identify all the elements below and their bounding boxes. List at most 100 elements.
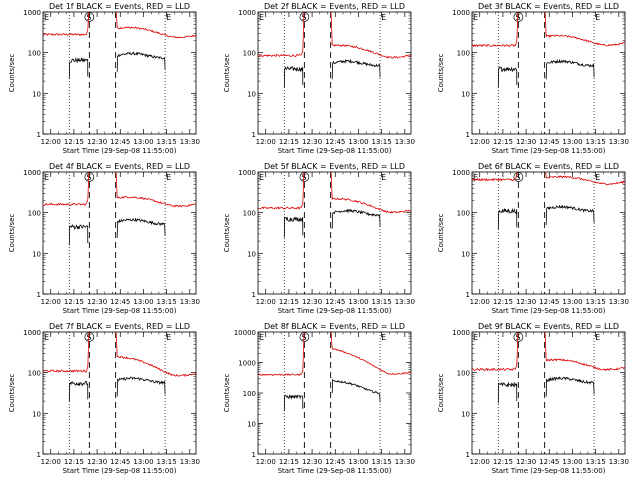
- y-tick-label: 1000: [452, 329, 470, 337]
- y-tick-label: 1: [252, 291, 256, 299]
- x-tick-label: 13:15: [372, 458, 392, 466]
- e-marker-label: E: [381, 333, 386, 342]
- x-tick-label: 12:15: [493, 138, 513, 146]
- detector-panel-8: Det 8f BLACK = Events, RED = LLD 1 10 100 10…: [223, 322, 415, 475]
- x-tick-label: 12:00: [256, 138, 276, 146]
- e-marker-label: E: [473, 333, 478, 342]
- detector-panel-7: Det 7f BLACK = Events, RED = LLD 1 10 100 10…: [8, 322, 200, 475]
- e-marker-label: E: [44, 333, 49, 342]
- plot-frame: [42, 331, 197, 455]
- panel-title: Det 7f BLACK = Events, RED = LLD: [49, 322, 190, 331]
- x-tick-label: 13:15: [372, 138, 392, 146]
- lld-series-line: [472, 12, 625, 48]
- y-axis-label: Counts/sec: [8, 214, 16, 253]
- y-tick-label: 10: [32, 250, 41, 258]
- events-series-line: [331, 208, 381, 229]
- events-series-line: [497, 207, 518, 230]
- x-tick-label: 13:30: [609, 138, 629, 146]
- detector-panel-2: Det 2f BLACK = Events, RED = LLD 1 10 100 10…: [223, 2, 415, 155]
- x-tick-label: 12:00: [41, 458, 61, 466]
- y-tick-label: 1: [37, 131, 41, 139]
- e-marker-label: E: [595, 13, 600, 22]
- x-tick-label: 12:15: [279, 458, 299, 466]
- plot-frame: [257, 11, 412, 135]
- y-axis-label: Counts/sec: [8, 54, 16, 93]
- e-marker-label: E: [473, 13, 478, 22]
- events-series-line: [545, 376, 595, 397]
- x-axis-label: Start Time (29-Sep-08 11:55:00): [63, 467, 177, 475]
- y-axis-label: Counts/sec: [223, 214, 231, 253]
- plot-frame: [257, 331, 412, 455]
- x-tick-label: 12:15: [279, 298, 299, 306]
- e-marker-label: E: [595, 333, 600, 342]
- y-tick-label: 10: [461, 250, 470, 258]
- e-marker-label: E: [166, 13, 171, 22]
- y-tick-label: 1000: [238, 360, 256, 368]
- y-tick-label: 1: [466, 291, 470, 299]
- x-axis-label: Start Time (29-Sep-08 11:55:00): [492, 467, 606, 475]
- y-tick-label: 1: [252, 451, 256, 459]
- x-tick-label: 13:00: [133, 298, 153, 306]
- detector-panel-3: Det 3f BLACK = Events, RED = LLD 1 10 100 10…: [437, 2, 629, 155]
- x-tick-label: 13:00: [348, 458, 368, 466]
- x-axis-label: Start Time (29-Sep-08 11:55:00): [492, 147, 606, 155]
- e-marker-label: E: [44, 13, 49, 22]
- x-tick-label: 12:30: [516, 138, 536, 146]
- x-axis-label: Start Time (29-Sep-08 11:55:00): [278, 307, 392, 315]
- x-tick-label: 13:00: [133, 458, 153, 466]
- e-marker-label: E: [166, 173, 171, 182]
- y-tick-label: 100: [28, 370, 41, 378]
- events-series-line: [116, 376, 166, 397]
- x-tick-label: 13:00: [133, 138, 153, 146]
- panel-title: Det 9f BLACK = Events, RED = LLD: [478, 322, 619, 331]
- x-tick-label: 12:00: [256, 298, 276, 306]
- y-tick-label: 1000: [238, 169, 256, 177]
- x-tick-label: 12:00: [41, 298, 61, 306]
- y-tick-label: 1000: [23, 9, 41, 17]
- y-tick-label: 1000: [238, 9, 256, 17]
- x-tick-label: 12:15: [64, 458, 84, 466]
- lld-series-line: [258, 332, 411, 377]
- y-tick-label: 10: [32, 410, 41, 418]
- y-tick-label: 100: [243, 210, 256, 218]
- x-tick-label: 12:30: [87, 458, 107, 466]
- detector-panel-6: Det 6f BLACK = Events, RED = LLD 1 10 100 10…: [437, 162, 629, 315]
- x-tick-label: 13:00: [562, 298, 582, 306]
- saa-marker-circle: [299, 172, 310, 182]
- lld-series-line: [258, 12, 411, 59]
- e-marker-label: E: [259, 13, 264, 22]
- y-tick-label: 1000: [452, 9, 470, 17]
- x-tick-label: 12:30: [87, 298, 107, 306]
- lld-series-line: [258, 172, 411, 214]
- y-axis-label: Counts/sec: [437, 374, 445, 413]
- x-tick-label: 13:30: [609, 458, 629, 466]
- e-marker-label: E: [595, 173, 600, 182]
- plot-frame: [257, 171, 412, 295]
- x-axis-label: Start Time (29-Sep-08 11:55:00): [278, 147, 392, 155]
- x-tick-label: 12:15: [64, 298, 84, 306]
- plot-frame: [42, 11, 197, 135]
- y-tick-label: 1: [37, 451, 41, 459]
- events-series-line: [68, 223, 89, 246]
- e-marker-label: E: [166, 333, 171, 342]
- y-axis-label: Counts/sec: [437, 214, 445, 253]
- x-tick-label: 12:15: [493, 298, 513, 306]
- x-tick-label: 12:00: [470, 458, 490, 466]
- lld-series-line: [43, 172, 196, 208]
- x-tick-label: 12:30: [516, 298, 536, 306]
- events-series-line: [497, 381, 518, 404]
- x-tick-label: 13:15: [372, 298, 392, 306]
- y-tick-label: 1: [466, 451, 470, 459]
- y-tick-label: 100: [28, 50, 41, 58]
- saa-marker-circle: [513, 332, 524, 342]
- x-tick-label: 13:15: [586, 138, 606, 146]
- panel-title: Det 3f BLACK = Events, RED = LLD: [478, 2, 619, 11]
- saa-marker-label: S: [86, 13, 91, 22]
- y-axis-label: Counts/sec: [223, 54, 231, 93]
- y-tick-label: 100: [457, 210, 470, 218]
- x-tick-label: 13:30: [395, 298, 415, 306]
- events-series-line: [68, 381, 89, 402]
- detector-panel-4: Det 4f BLACK = Events, RED = LLD 1 10 100 10…: [8, 162, 200, 315]
- events-series-line: [545, 58, 595, 80]
- x-tick-label: 12:45: [110, 298, 130, 306]
